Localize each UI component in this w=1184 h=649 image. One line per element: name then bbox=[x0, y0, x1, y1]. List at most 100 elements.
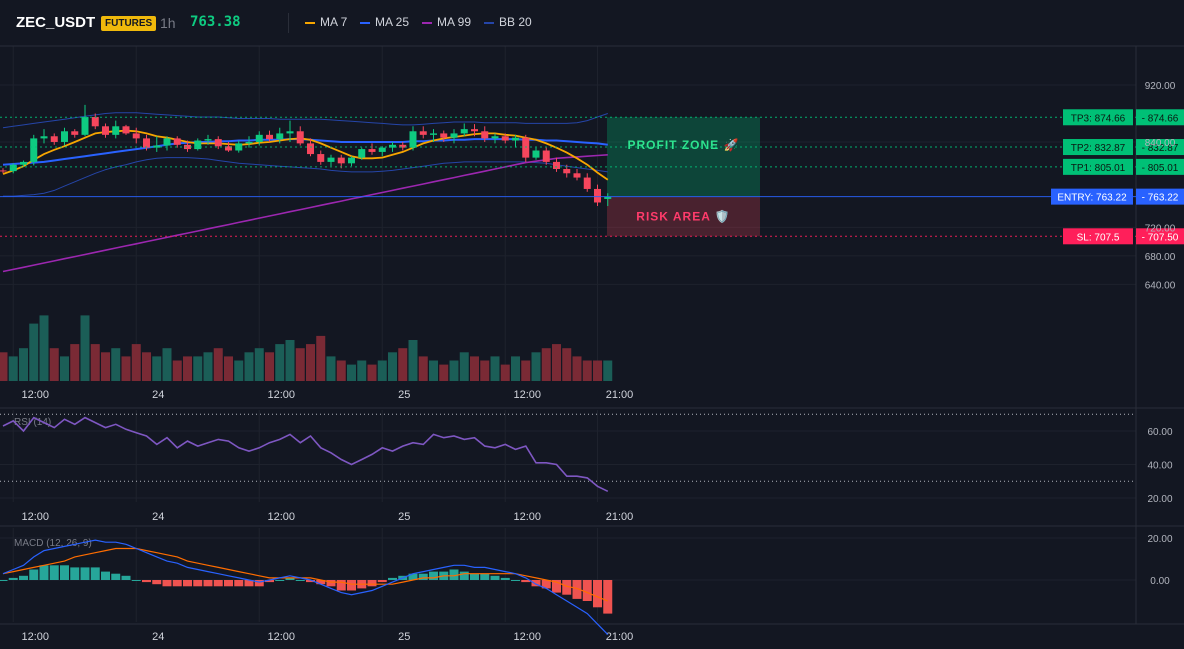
macd-signal-line bbox=[2, 547, 609, 602]
volume-bar-21 bbox=[213, 348, 223, 381]
volume-bar-6 bbox=[60, 356, 69, 381]
bollinger-bands bbox=[2, 112, 608, 197]
macd-hist-bar-29 bbox=[295, 580, 305, 581]
rsi-axis-tick-0: 60.00 bbox=[1147, 427, 1172, 438]
macd-hist-bar-9 bbox=[90, 567, 100, 580]
volume-bar-3 bbox=[29, 323, 39, 381]
volume-bar-2 bbox=[19, 348, 28, 381]
candle-body-12 bbox=[122, 126, 130, 134]
candle-body-52 bbox=[532, 150, 540, 158]
candle-body-7 bbox=[71, 131, 79, 135]
macd-hist-bar-8 bbox=[80, 567, 90, 580]
legend-ma25[interactable]: MA 25 bbox=[360, 15, 409, 29]
candle-body-58 bbox=[594, 188, 601, 203]
tp2-axis-bg bbox=[1136, 139, 1184, 156]
candle-body-46 bbox=[471, 129, 478, 132]
candle-body-2 bbox=[20, 161, 27, 165]
volume-bar-32 bbox=[326, 356, 336, 381]
macd-hist-bar-30 bbox=[306, 580, 315, 583]
sl-axis-bg bbox=[1136, 228, 1184, 245]
volume-bar-45 bbox=[459, 352, 469, 381]
last-price: 763.38 bbox=[190, 14, 241, 30]
time-axis-tick-2-1: 24 bbox=[152, 631, 164, 643]
macd-hist-bar-36 bbox=[367, 580, 377, 587]
macd-hist-bar-18 bbox=[183, 580, 192, 587]
candle-body-11 bbox=[112, 126, 120, 135]
volume-bar-35 bbox=[357, 360, 367, 381]
volume-bar-1 bbox=[8, 356, 18, 381]
volume-bar-8 bbox=[80, 315, 90, 381]
volume-bar-5 bbox=[49, 348, 59, 381]
volume-bar-26 bbox=[265, 352, 274, 381]
macd-hist-bar-45 bbox=[459, 571, 469, 580]
volume-bar-52 bbox=[531, 352, 541, 381]
legend-ma99[interactable]: MA 99 bbox=[422, 15, 471, 29]
legend-bb20[interactable]: BB 20 bbox=[484, 15, 532, 29]
macd-hist-bar-46 bbox=[470, 573, 479, 580]
time-axis-tick-1-4: 12:00 bbox=[513, 511, 541, 523]
volume-bar-19 bbox=[193, 356, 203, 381]
volume-bar-7 bbox=[70, 344, 80, 381]
legend-bb20-swatch bbox=[484, 21, 494, 24]
candle-body-33 bbox=[337, 157, 345, 164]
macd-hist-bar-58 bbox=[593, 580, 602, 608]
volume-bar-40 bbox=[408, 340, 418, 381]
volume-bar-47 bbox=[480, 360, 490, 381]
candle-body-32 bbox=[327, 157, 335, 162]
macd-hist-bar-31 bbox=[316, 580, 326, 585]
time-axis-tick-1-0: 12:00 bbox=[21, 511, 49, 523]
price-axis-tick-2: 720.00 bbox=[1145, 223, 1176, 234]
macd-hist-bar-11 bbox=[111, 573, 121, 580]
candle-body-8 bbox=[81, 117, 89, 135]
macd-hist-bar-26 bbox=[265, 580, 274, 583]
candle-body-35 bbox=[358, 149, 366, 158]
trade-zones: PROFIT ZONE 🚀 RISK AREA 🛡️ bbox=[607, 117, 760, 237]
timeframe-label[interactable]: 1h bbox=[160, 15, 176, 31]
volume-bar-44 bbox=[449, 360, 459, 381]
candle-body-0 bbox=[0, 170, 7, 172]
candle-body-42 bbox=[430, 133, 437, 135]
macd-hist-bar-56 bbox=[572, 580, 582, 599]
candle-body-18 bbox=[184, 144, 191, 150]
volume-bar-28 bbox=[285, 340, 295, 381]
volume-bar-17 bbox=[172, 360, 182, 381]
time-axis-tick-0-4: 12:00 bbox=[513, 389, 541, 401]
macd-title: MACD (12, 26, 9) bbox=[14, 538, 92, 549]
sl-tag-bg bbox=[1063, 228, 1133, 245]
bb-lower-line bbox=[3, 157, 608, 197]
axes: 920.00 840.00 720.00 680.00 640.00 60.00 40.00… bbox=[21, 81, 1175, 643]
time-axis-tick-1-3: 25 bbox=[398, 511, 410, 523]
header-divider bbox=[288, 13, 289, 33]
volume-bar-18 bbox=[183, 356, 192, 381]
tp1-tag-label: TP1: 805.01 bbox=[1071, 163, 1126, 174]
legend-ma25-label: MA 25 bbox=[375, 15, 410, 29]
volume-bar-15 bbox=[152, 356, 162, 381]
candle-body-54 bbox=[553, 161, 560, 170]
candle-body-21 bbox=[214, 139, 222, 147]
candle-body-20 bbox=[204, 139, 212, 141]
volume-bar-33 bbox=[336, 360, 346, 381]
candle-body-47 bbox=[481, 131, 489, 139]
candle-body-45 bbox=[460, 129, 468, 134]
grid bbox=[0, 45, 1184, 625]
volume-bar-14 bbox=[142, 352, 151, 381]
candle-body-5 bbox=[50, 136, 58, 142]
candle-body-1 bbox=[9, 164, 17, 172]
volume-bar-29 bbox=[295, 348, 305, 381]
volume-bar-43 bbox=[439, 364, 449, 381]
rsi-title: RSI (14) bbox=[14, 417, 51, 428]
volume-bar-37 bbox=[377, 360, 387, 381]
volume-bar-9 bbox=[90, 344, 100, 381]
legend-ma7[interactable]: MA 7 bbox=[305, 15, 347, 29]
legend-ma7-swatch bbox=[305, 21, 315, 24]
time-axis-tick-1-1: 24 bbox=[152, 511, 164, 523]
symbol-name[interactable]: ZEC_USDT bbox=[16, 14, 96, 31]
entry-axis-bg bbox=[1136, 188, 1184, 205]
legend-ma99-swatch bbox=[422, 21, 432, 24]
tp2-tag-label: TP2: 832.87 bbox=[1071, 143, 1126, 154]
candlesticks bbox=[0, 104, 612, 207]
volume-bar-25 bbox=[254, 348, 264, 381]
macd-hist-bar-7 bbox=[70, 567, 80, 580]
candle-body-22 bbox=[225, 146, 232, 151]
